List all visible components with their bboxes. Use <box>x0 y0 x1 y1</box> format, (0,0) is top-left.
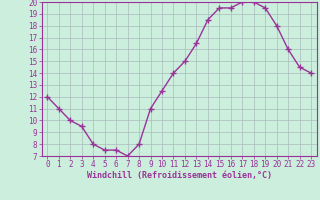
X-axis label: Windchill (Refroidissement éolien,°C): Windchill (Refroidissement éolien,°C) <box>87 171 272 180</box>
